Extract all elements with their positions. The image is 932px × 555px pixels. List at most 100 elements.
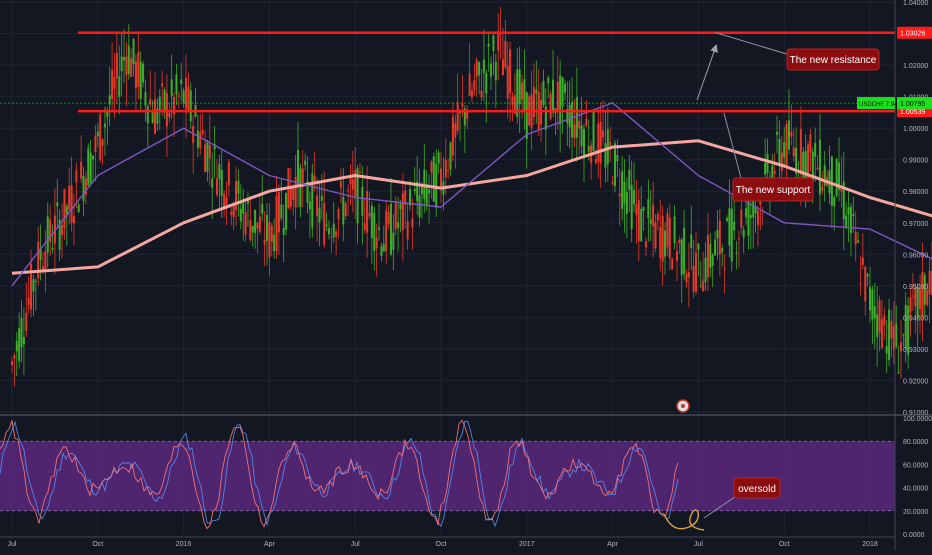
price-candle-body	[261, 204, 264, 214]
price-candle-body	[563, 83, 566, 93]
price-candle-body	[451, 116, 454, 156]
price-candle-body	[132, 38, 135, 65]
current-price-tag	[897, 97, 932, 110]
price-candle-body	[220, 170, 223, 196]
price-candle-body	[213, 143, 216, 150]
price-candle-body	[418, 195, 421, 218]
oversold-callout-box	[733, 477, 781, 499]
price-candle-body	[49, 219, 52, 243]
price-candle-body	[773, 170, 776, 174]
price-candle-body	[647, 199, 650, 219]
price-candle-body	[749, 215, 752, 219]
price-candle-body	[111, 70, 114, 99]
price-candle-body	[580, 125, 583, 147]
price-candle-body	[125, 56, 128, 75]
price-candle-body	[671, 258, 674, 270]
time-tick-label: Jul	[351, 541, 360, 548]
moving-average-line	[11, 102, 932, 287]
price-candle-body	[182, 90, 185, 104]
event-marker-dot	[681, 404, 685, 408]
price-candle-body	[928, 270, 931, 294]
resistance-callout-text: The new resistance	[790, 55, 877, 66]
price-candle-body	[161, 83, 164, 87]
price-candle-body	[618, 193, 621, 197]
price-candle-body	[516, 69, 519, 118]
oscillator-tick-label: 100.0000	[903, 416, 932, 423]
price-candle-body	[227, 162, 230, 186]
price-candle-body	[201, 129, 204, 134]
price-candle-body	[92, 155, 95, 160]
price-candle-body	[552, 79, 555, 113]
price-candle-body	[25, 312, 28, 332]
price-candle-body	[246, 198, 249, 204]
price-candle-body	[380, 246, 383, 256]
price-candle-body	[799, 129, 802, 175]
price-candle-body	[852, 213, 855, 217]
price-candle-body	[706, 234, 709, 278]
price-candle-body	[416, 181, 419, 202]
price-candle-body	[730, 208, 733, 262]
symbol-change-label: USDCHF 7.94%	[859, 102, 903, 108]
price-candle-body	[890, 321, 893, 339]
price-candle-body	[165, 93, 168, 127]
price-candle-body	[916, 286, 919, 319]
price-candle-body	[385, 210, 388, 252]
time-tick-label: Oct	[436, 541, 447, 548]
price-candle-body	[897, 372, 900, 374]
price-candle-body	[225, 197, 228, 209]
price-candle-body	[75, 170, 78, 183]
price-candle-body	[142, 63, 145, 83]
price-candle-body	[413, 188, 416, 191]
price-candle-body	[308, 201, 311, 210]
price-candle-body	[444, 159, 447, 178]
price-candle-body	[77, 204, 80, 213]
price-candle-body	[737, 238, 740, 240]
price-candle-body	[911, 295, 914, 297]
price-candle-body	[285, 192, 288, 230]
price-candle-body	[101, 139, 104, 146]
price-candle-body	[904, 304, 907, 350]
price-candle-body	[404, 190, 407, 205]
price-candle-body	[27, 297, 30, 305]
price-candle-body	[606, 128, 609, 165]
price-candle-body	[51, 247, 54, 250]
time-tick-label: 2017	[519, 541, 535, 548]
price-candle-body	[163, 89, 166, 113]
price-candle-body	[154, 99, 156, 134]
price-candle-body	[347, 190, 350, 192]
oscillator-band	[0, 441, 895, 511]
price-candle-body	[861, 257, 864, 265]
price-candle-body	[251, 225, 254, 233]
price-candle-body	[866, 274, 869, 277]
price-candle-body	[437, 152, 440, 164]
price-candle-body	[320, 195, 323, 201]
price-candle-body	[509, 49, 512, 94]
oscillator-tick-label: 20.0000	[903, 509, 928, 516]
price-candle-body	[494, 61, 497, 81]
price-candle-body	[930, 270, 932, 296]
price-candle-body	[778, 139, 781, 166]
price-candle-body	[409, 189, 412, 206]
price-candle-body	[273, 234, 276, 252]
price-candle-body	[61, 224, 64, 235]
price-candle-body	[89, 152, 92, 184]
price-candle-body	[497, 31, 500, 51]
price-candle-body	[754, 207, 757, 214]
price-tick-label: 0.95000	[903, 284, 928, 291]
price-candle-body	[430, 161, 433, 173]
price-candle-body	[108, 95, 111, 105]
price-candle-body	[690, 234, 693, 249]
price-candle-body	[337, 209, 340, 220]
price-candle-body	[611, 181, 614, 184]
price-candle-body	[137, 52, 140, 87]
price-candle-body	[46, 216, 49, 253]
price-tick-label: 0.96000	[903, 252, 928, 259]
price-candle-body	[282, 227, 285, 235]
price-candle-body	[899, 342, 902, 352]
price-candle-body	[325, 224, 328, 227]
price-candle-body	[818, 139, 821, 195]
level-price-label: 1.03026	[900, 31, 925, 38]
price-candle-body	[373, 213, 376, 251]
price-candle-body	[644, 241, 647, 248]
price-candle-body	[82, 175, 85, 201]
